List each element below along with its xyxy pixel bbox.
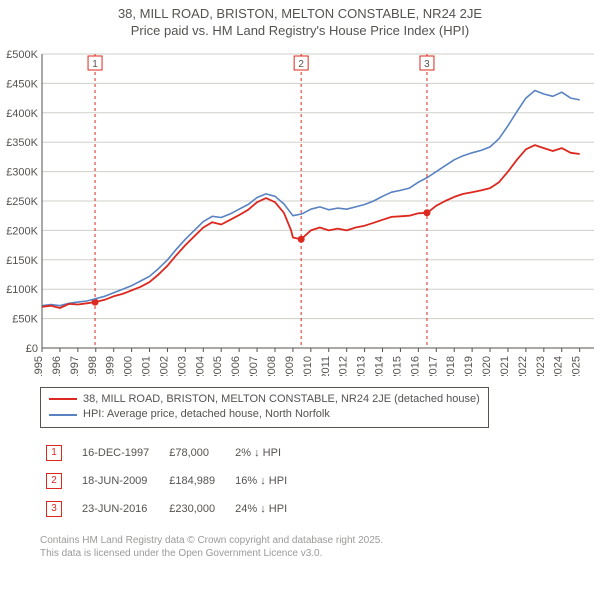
- table-row: 1 16-DEC-1997 £78,000 2% ↓ HPI: [46, 440, 305, 466]
- svg-text:1997: 1997: [69, 356, 81, 376]
- sale-diff: 2% ↓ HPI: [235, 440, 305, 466]
- footer-line-2: This data is licensed under the Open Gov…: [40, 547, 600, 561]
- svg-text:£500K: £500K: [6, 49, 38, 61]
- svg-text:2008: 2008: [266, 356, 278, 376]
- svg-text:3: 3: [424, 59, 430, 70]
- svg-text:£100K: £100K: [6, 284, 38, 296]
- sale-date: 23-JUN-2016: [82, 496, 167, 522]
- svg-text:2025: 2025: [571, 356, 583, 376]
- svg-text:2020: 2020: [481, 356, 493, 376]
- svg-text:£150K: £150K: [6, 255, 38, 267]
- svg-text:2004: 2004: [194, 356, 206, 376]
- svg-text:2021: 2021: [499, 356, 511, 376]
- chart-title: 38, MILL ROAD, BRISTON, MELTON CONSTABLE…: [0, 0, 600, 40]
- title-line-1: 38, MILL ROAD, BRISTON, MELTON CONSTABLE…: [0, 6, 600, 23]
- chart-area: £0 £50K £100K £150K £200K £250K £300K £350K £400…: [4, 48, 596, 379]
- svg-text:2005: 2005: [212, 356, 224, 376]
- svg-text:2019: 2019: [463, 356, 475, 376]
- svg-text:£350K: £350K: [6, 137, 38, 149]
- svg-text:1998: 1998: [87, 356, 99, 376]
- title-line-2: Price paid vs. HM Land Registry's House …: [0, 23, 600, 40]
- svg-text:2006: 2006: [230, 356, 242, 376]
- svg-text:£450K: £450K: [6, 78, 38, 90]
- svg-text:2009: 2009: [284, 356, 296, 376]
- svg-text:2003: 2003: [176, 356, 188, 376]
- footer-line-1: Contains HM Land Registry data © Crown c…: [40, 534, 600, 548]
- svg-text:2: 2: [298, 59, 304, 70]
- sale-marker-3: 3: [46, 501, 62, 517]
- svg-text:2018: 2018: [445, 356, 457, 376]
- sale-price: £78,000: [169, 440, 233, 466]
- svg-text:£200K: £200K: [6, 225, 38, 237]
- legend-label-hpi: HPI: Average price, detached house, Nort…: [83, 407, 330, 422]
- attribution: Contains HM Land Registry data © Crown c…: [40, 534, 600, 561]
- table-row: 3 23-JUN-2016 £230,000 24% ↓ HPI: [46, 496, 305, 522]
- svg-text:2001: 2001: [141, 356, 153, 376]
- svg-text:2013: 2013: [356, 356, 368, 376]
- svg-text:£0: £0: [26, 343, 38, 355]
- table-row: 2 18-JUN-2009 £184,989 16% ↓ HPI: [46, 468, 305, 494]
- legend-item-hpi: HPI: Average price, detached house, Nort…: [49, 407, 480, 422]
- svg-text:2023: 2023: [535, 356, 547, 376]
- svg-text:2015: 2015: [391, 356, 403, 376]
- sale-marker-1: 1: [46, 445, 62, 461]
- legend-label-property: 38, MILL ROAD, BRISTON, MELTON CONSTABLE…: [83, 392, 480, 407]
- svg-text:2014: 2014: [374, 356, 386, 376]
- legend-swatch-hpi: [49, 414, 77, 416]
- svg-text:1: 1: [92, 59, 98, 70]
- sale-date: 16-DEC-1997: [82, 440, 167, 466]
- sale-price: £184,989: [169, 468, 233, 494]
- svg-text:£250K: £250K: [6, 196, 38, 208]
- sale-price: £230,000: [169, 496, 233, 522]
- legend-item-property: 38, MILL ROAD, BRISTON, MELTON CONSTABLE…: [49, 392, 480, 407]
- sale-marker-2: 2: [46, 473, 62, 489]
- svg-text:£50K: £50K: [12, 313, 38, 325]
- legend: 38, MILL ROAD, BRISTON, MELTON CONSTABLE…: [40, 387, 489, 428]
- sale-diff: 16% ↓ HPI: [235, 468, 305, 494]
- svg-text:2007: 2007: [248, 356, 260, 376]
- svg-text:2022: 2022: [517, 356, 529, 376]
- svg-text:2017: 2017: [427, 356, 439, 376]
- svg-text:2000: 2000: [123, 356, 135, 376]
- svg-text:2012: 2012: [338, 356, 350, 376]
- svg-text:1996: 1996: [51, 356, 63, 376]
- svg-text:2010: 2010: [302, 356, 314, 376]
- svg-text:2002: 2002: [158, 356, 170, 376]
- svg-text:2024: 2024: [553, 356, 565, 376]
- svg-text:1995: 1995: [33, 356, 45, 376]
- svg-text:1999: 1999: [105, 356, 117, 376]
- sale-diff: 24% ↓ HPI: [235, 496, 305, 522]
- sale-date: 18-JUN-2009: [82, 468, 167, 494]
- price-chart: £0 £50K £100K £150K £200K £250K £300K £350K £400…: [4, 48, 596, 376]
- svg-text:£300K: £300K: [6, 166, 38, 178]
- sales-table: 1 16-DEC-1997 £78,000 2% ↓ HPI 2 18-JUN-…: [44, 438, 307, 524]
- svg-text:£400K: £400K: [6, 108, 38, 120]
- svg-text:2011: 2011: [320, 356, 332, 376]
- svg-text:2016: 2016: [409, 356, 421, 376]
- legend-swatch-property: [49, 398, 77, 400]
